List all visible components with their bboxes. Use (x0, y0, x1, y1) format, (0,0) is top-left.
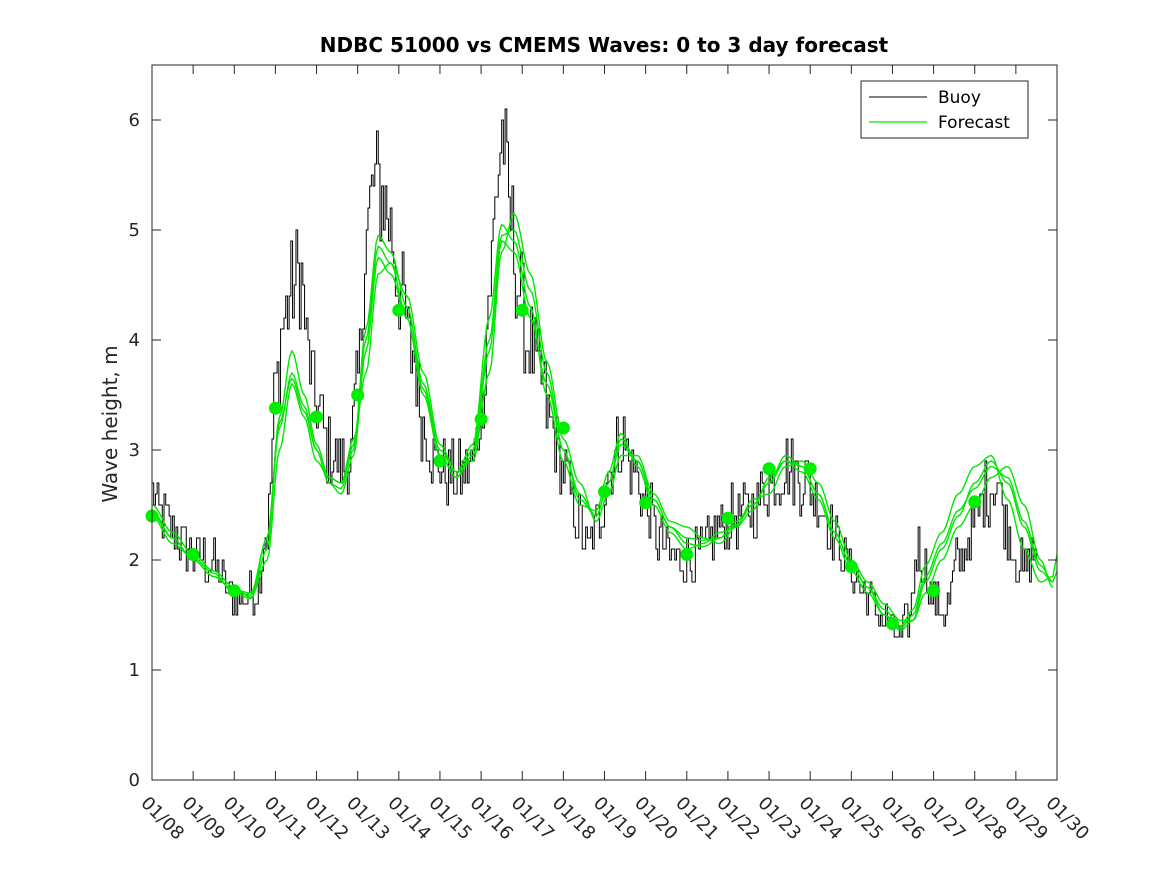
forecast-marker-19 (885, 617, 899, 631)
y-tick-label: 3 (129, 440, 140, 461)
forecast-marker-16 (762, 462, 776, 476)
forecast-marker-5 (310, 410, 324, 424)
forecast-marker-9 (474, 412, 488, 426)
forecast-marker-15 (721, 511, 735, 525)
y-tick-label: 2 (129, 550, 140, 571)
forecast-marker-6 (351, 388, 365, 402)
y-tick-label: 4 (129, 330, 140, 351)
forecast-markers (145, 303, 982, 631)
forecast-marker-14 (680, 548, 694, 561)
forecast-marker-4 (268, 401, 282, 415)
forecast-marker-17 (803, 462, 817, 476)
legend-box (860, 80, 1029, 139)
forecast-line-2 (152, 223, 1057, 627)
forecast-marker-21 (968, 495, 982, 509)
forecast-marker-11 (556, 421, 570, 435)
forecast-marker-10 (515, 303, 529, 317)
forecast-marker-2 (186, 548, 200, 561)
forecast-marker-12 (598, 485, 611, 499)
y-tick-label: 1 (129, 660, 140, 681)
y-tick-label: 0 (129, 770, 140, 791)
y-tick-label: 5 (129, 220, 140, 241)
y-axis-label: Wave height, m (98, 345, 122, 502)
chart-title: NDBC 51000 vs CMEMS Waves: 0 to 3 day fo… (320, 33, 889, 57)
legend: Buoy Forecast (860, 80, 1029, 139)
forecast-marker-18 (844, 560, 858, 574)
legend-entry-buoy: Buoy (938, 88, 981, 108)
forecast-line-3 (152, 212, 1054, 622)
forecast-marker-13 (639, 496, 653, 510)
forecast-line-4 (152, 229, 1054, 629)
forecast-marker-8 (433, 454, 447, 468)
y-axis-ticks: 0 1 2 3 4 5 6 (129, 110, 1057, 791)
forecast-marker-7 (392, 303, 406, 317)
legend-entry-forecast: Forecast (938, 113, 1010, 133)
forecast-marker-20 (927, 584, 941, 598)
y-tick-label: 6 (129, 110, 140, 131)
forecast-marker-3 (227, 584, 241, 598)
